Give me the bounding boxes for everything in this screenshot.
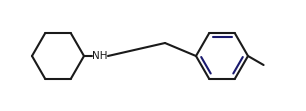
Text: NH: NH	[92, 51, 108, 61]
